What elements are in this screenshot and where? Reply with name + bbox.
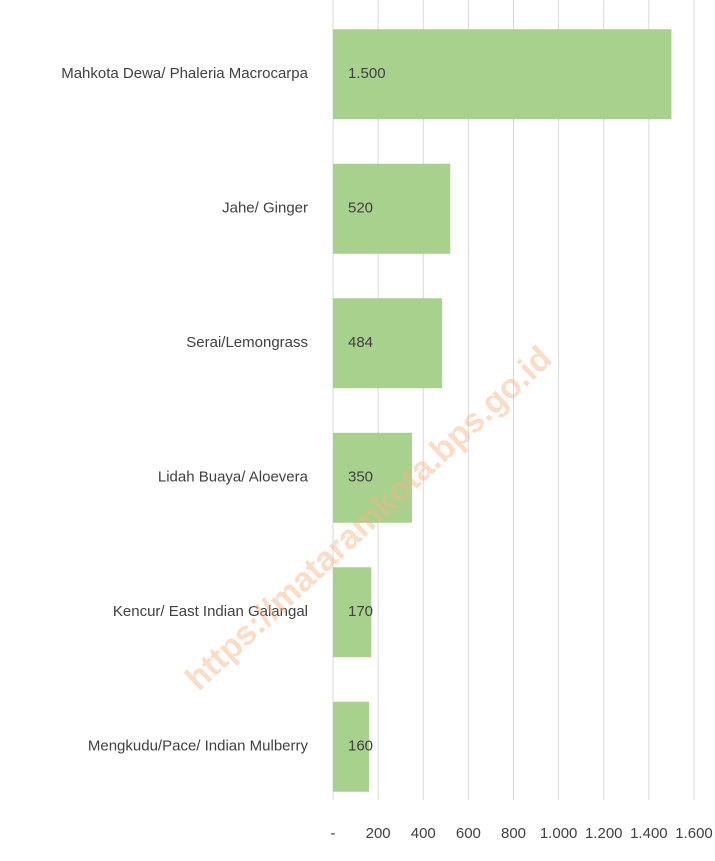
y-tick-label: Serai/Lemongrass: [186, 334, 308, 351]
x-tick-label: 1.200: [585, 825, 623, 842]
data-label: 484: [348, 334, 373, 351]
bar: [333, 163, 451, 254]
y-tick-label: Jahe/ Ginger: [222, 200, 308, 217]
y-tick-label: Mahkota Dewa/ Phaleria Macrocarpa: [61, 65, 308, 82]
y-tick-label: Kencur/ East Indian Galangal: [113, 603, 308, 620]
x-tick-label: 1.000: [540, 825, 578, 842]
data-label: 520: [348, 200, 373, 217]
data-label: 350: [348, 469, 373, 486]
bar: [333, 432, 412, 523]
data-label: 170: [348, 603, 373, 620]
bar: [333, 701, 370, 792]
x-tick-label: 800: [501, 825, 526, 842]
x-tick-label: 1.400: [630, 825, 668, 842]
x-tick-label: -: [331, 825, 336, 842]
x-tick-label: 400: [411, 825, 436, 842]
x-tick-label: 200: [366, 825, 391, 842]
bar: [333, 567, 372, 658]
x-tick-label: 600: [456, 825, 481, 842]
data-label: 160: [348, 738, 373, 755]
y-tick-label: Mengkudu/Pace/ Indian Mulberry: [88, 738, 309, 755]
bar: [333, 29, 672, 120]
data-label: 1.500: [348, 65, 386, 82]
bar: [333, 298, 443, 389]
y-tick-label: Lidah Buaya/ Aloevera: [158, 469, 309, 486]
x-tick-label: 1.600: [675, 825, 713, 842]
